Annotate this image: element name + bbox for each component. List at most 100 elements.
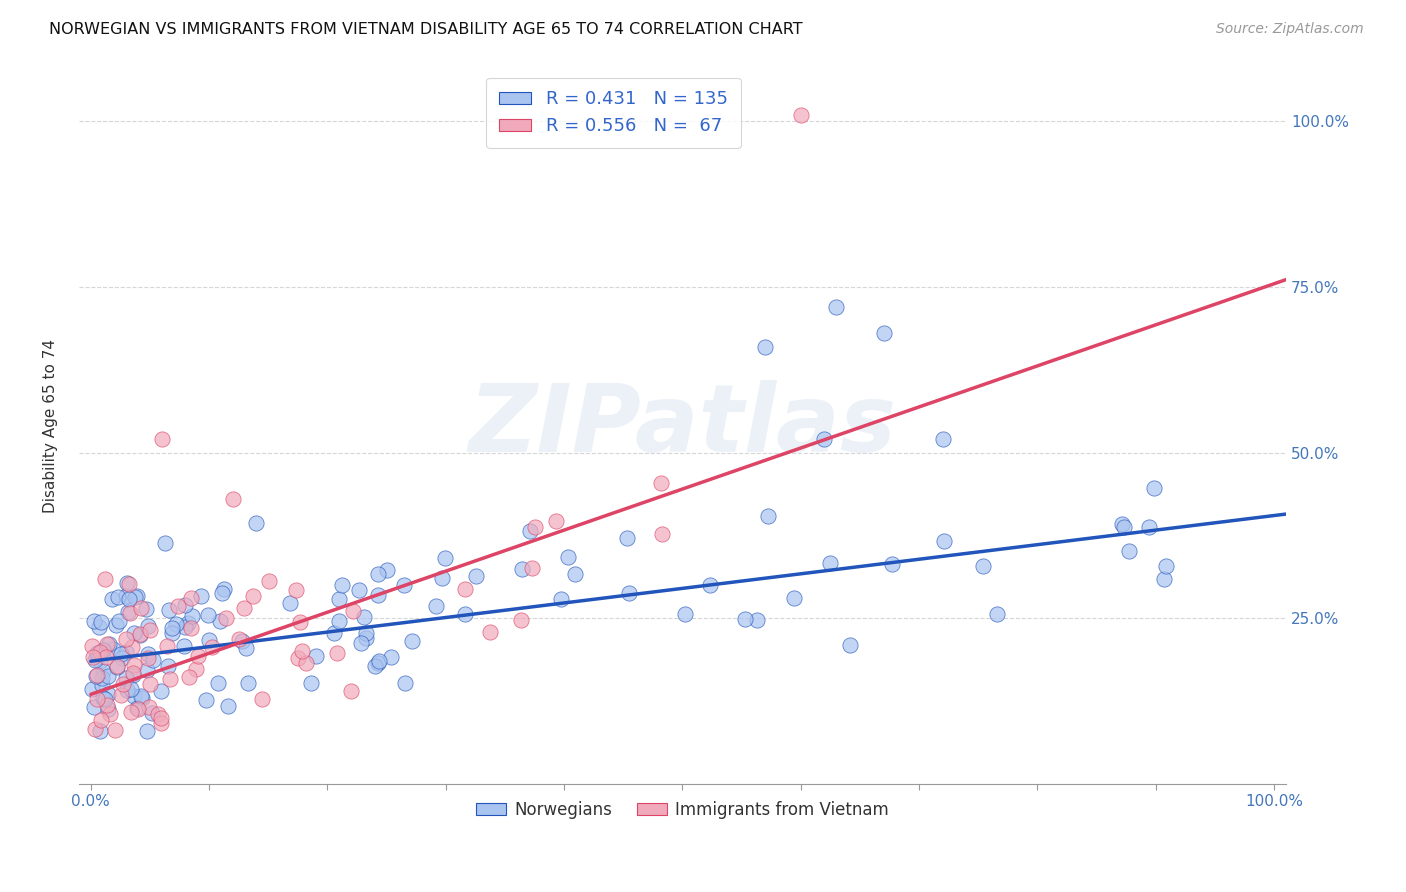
Point (93, 692, 115, 706)
Point (367, 588, 389, 602)
Point (112, 677, 135, 691)
Point (453, 607, 475, 622)
Point (194, 692, 217, 706)
Point (131, 690, 153, 705)
Point (986, 607, 1008, 622)
Point (89, 654, 111, 668)
Point (284, 582, 307, 597)
Point (166, 599, 188, 613)
Point (756, 509, 779, 524)
Point (82, 650, 104, 665)
Point (434, 551, 457, 566)
Point (972, 558, 994, 573)
Point (236, 676, 259, 690)
Point (353, 609, 375, 624)
Point (257, 574, 280, 588)
Point (340, 684, 363, 698)
Point (228, 632, 250, 646)
Point (93, 572, 115, 586)
Point (231, 633, 253, 648)
Point (160, 621, 183, 635)
Point (141, 706, 163, 720)
Point (96, 698, 118, 712)
Point (115, 590, 138, 604)
Point (882, 558, 904, 572)
Point (350, 635, 373, 649)
Point (211, 585, 233, 599)
Point (1118, 544, 1140, 558)
Point (673, 607, 696, 621)
Text: ZIPatlas: ZIPatlas (468, 380, 897, 472)
Point (177, 615, 200, 630)
Point (783, 591, 806, 605)
Point (124, 590, 146, 604)
Point (550, 592, 572, 607)
Point (121, 640, 143, 654)
Point (157, 602, 180, 616)
Point (90, 615, 112, 630)
Point (150, 683, 173, 698)
Point (394, 676, 416, 690)
Point (87, 620, 110, 634)
Point (82, 639, 104, 653)
Point (524, 520, 547, 534)
Point (184, 662, 207, 676)
Point (818, 556, 841, 570)
Point (136, 619, 159, 633)
Point (242, 589, 264, 603)
Point (127, 702, 149, 716)
Point (142, 653, 165, 667)
Point (278, 596, 301, 610)
Point (367, 654, 389, 668)
Point (932, 433, 955, 447)
Point (173, 639, 195, 653)
Point (838, 638, 860, 652)
Point (86, 646, 108, 660)
Point (117, 605, 139, 619)
Point (136, 647, 159, 661)
Point (129, 627, 152, 641)
Point (120, 705, 142, 719)
Point (291, 644, 314, 658)
Point (1154, 558, 1177, 573)
Point (330, 578, 353, 592)
Point (190, 590, 212, 604)
Point (110, 688, 132, 702)
Point (212, 582, 235, 596)
Point (150, 433, 173, 447)
Point (83, 614, 105, 628)
Point (290, 615, 312, 630)
Point (86, 668, 108, 682)
Point (115, 576, 138, 591)
Point (454, 582, 477, 597)
Point (564, 567, 586, 582)
Point (813, 433, 835, 447)
Point (136, 663, 159, 677)
Point (127, 589, 149, 603)
Point (107, 615, 129, 629)
Point (157, 658, 180, 673)
Point (790, 108, 813, 122)
Point (932, 533, 955, 548)
Point (754, 340, 776, 354)
Point (97, 701, 120, 715)
Point (156, 639, 179, 653)
Point (118, 592, 141, 607)
Point (83, 653, 105, 667)
Point (207, 676, 229, 690)
Point (180, 621, 202, 635)
Point (215, 611, 238, 625)
Point (825, 300, 848, 314)
Point (131, 689, 153, 703)
Point (105, 659, 128, 673)
Point (90, 678, 112, 692)
Point (125, 701, 148, 715)
Point (90, 714, 112, 728)
Point (328, 614, 350, 628)
Point (180, 608, 202, 623)
Point (250, 692, 273, 706)
Point (1143, 481, 1166, 495)
Point (347, 583, 370, 598)
Point (177, 670, 200, 684)
Point (115, 632, 138, 646)
